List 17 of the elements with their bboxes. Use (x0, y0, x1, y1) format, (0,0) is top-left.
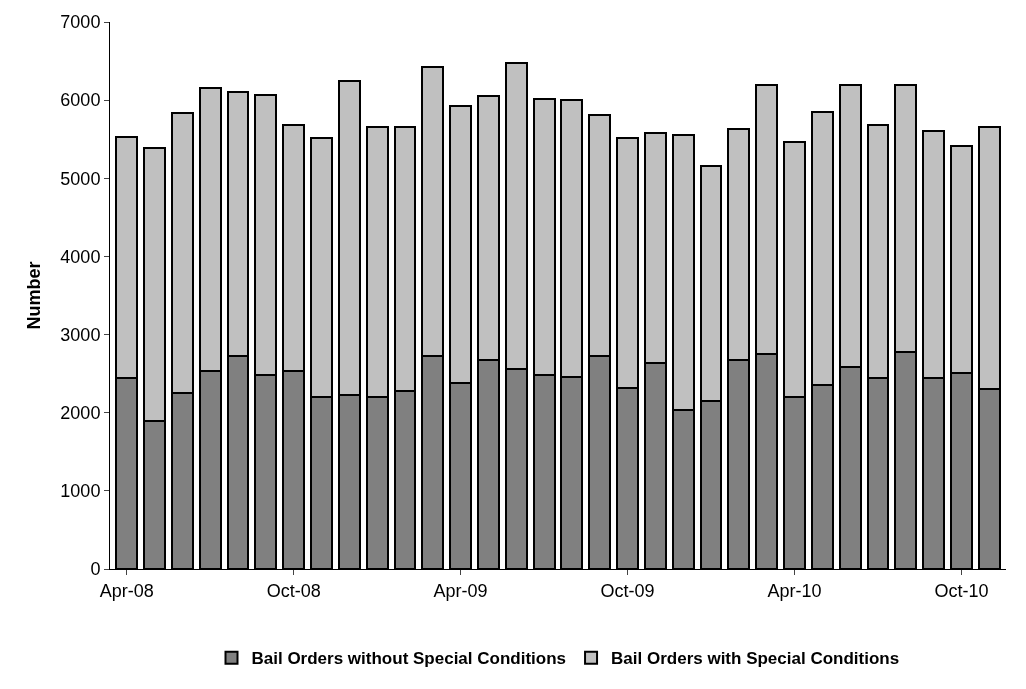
y-tick-label: 3000 (60, 324, 101, 345)
x-tick-label: Apr-10 (767, 580, 822, 601)
y-tick-label: 2000 (60, 403, 101, 424)
y-tick-label: 4000 (60, 246, 101, 267)
y-tick-label: 7000 (60, 12, 101, 33)
x-tick-label: Oct-08 (266, 580, 321, 601)
y-tick-label: 0 (90, 559, 101, 580)
x-tick-label: Apr-09 (433, 580, 488, 601)
legend-label: Bail Orders without Special Conditions (251, 649, 567, 669)
x-tick-label: Oct-09 (600, 580, 655, 601)
y-tick-label: 1000 (60, 481, 101, 502)
legend-label: Bail Orders with Special Conditions (611, 649, 900, 669)
y-axis-title: Number (23, 261, 44, 330)
y-tick-label: 5000 (60, 168, 101, 189)
x-tick-label: Oct-10 (934, 580, 989, 601)
y-tick-label: 6000 (60, 90, 101, 111)
x-tick-label: Apr-08 (99, 580, 154, 601)
